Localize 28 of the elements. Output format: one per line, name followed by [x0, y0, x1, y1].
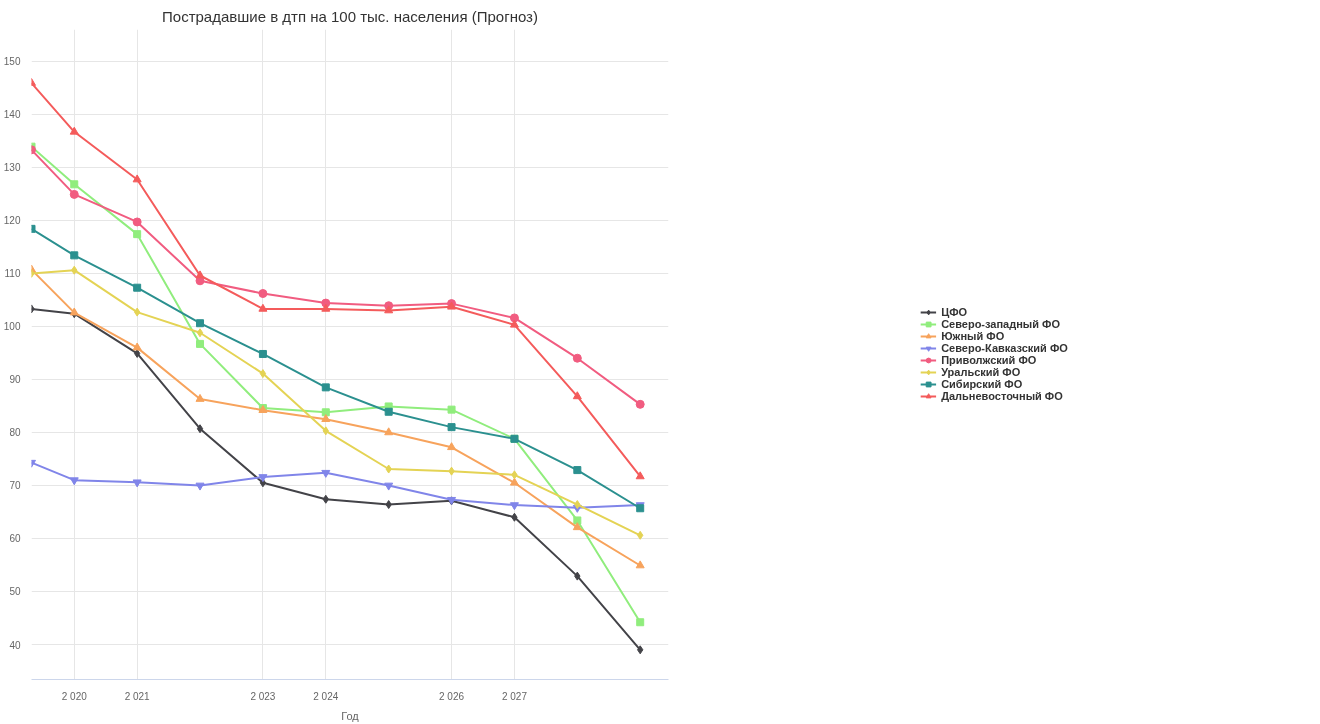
- x-tick-label: 2 021: [124, 690, 151, 702]
- chart-title: Пострадавшие в дтп на 100 тыс. населения (Прогноз): [162, 7, 538, 25]
- y-tick-label: 70: [9, 480, 21, 492]
- y-tick-label: 120: [3, 215, 21, 227]
- legend-label: Уральский ФО: [941, 366, 1021, 378]
- y-tick-label: 90: [9, 374, 21, 386]
- legend-label: Северо-Кавказский ФО: [941, 342, 1068, 354]
- y-tick-label: 150: [3, 56, 21, 68]
- legend-label: Южный ФО: [941, 330, 1005, 342]
- legend-label: ЦФО: [941, 306, 968, 318]
- x-tick-label: 2 027: [501, 690, 528, 702]
- y-tick-label: 40: [9, 639, 21, 651]
- y-tick-label: 140: [3, 109, 21, 121]
- y-tick-label: 100: [3, 321, 21, 333]
- y-tick-label: 80: [9, 427, 21, 439]
- x-tick-label: 2 026: [439, 690, 465, 702]
- x-tick-label: 2 023: [250, 690, 276, 702]
- y-tick-label: 60: [9, 533, 21, 545]
- legend-label: Сибирский ФО: [941, 378, 1023, 390]
- x-tick-label: 2 020: [61, 690, 88, 702]
- y-tick-label: 130: [3, 162, 21, 174]
- y-tick-label: 50: [9, 586, 21, 598]
- legend-label: Приволжский ФО: [941, 354, 1037, 366]
- legend-label: Северо-западный ФО: [941, 318, 1061, 330]
- x-axis-title: Год: [341, 709, 360, 722]
- x-tick-label: 2 024: [313, 690, 339, 702]
- legend-label: Дальневосточный ФО: [941, 390, 1063, 402]
- y-tick-label: 110: [4, 268, 21, 280]
